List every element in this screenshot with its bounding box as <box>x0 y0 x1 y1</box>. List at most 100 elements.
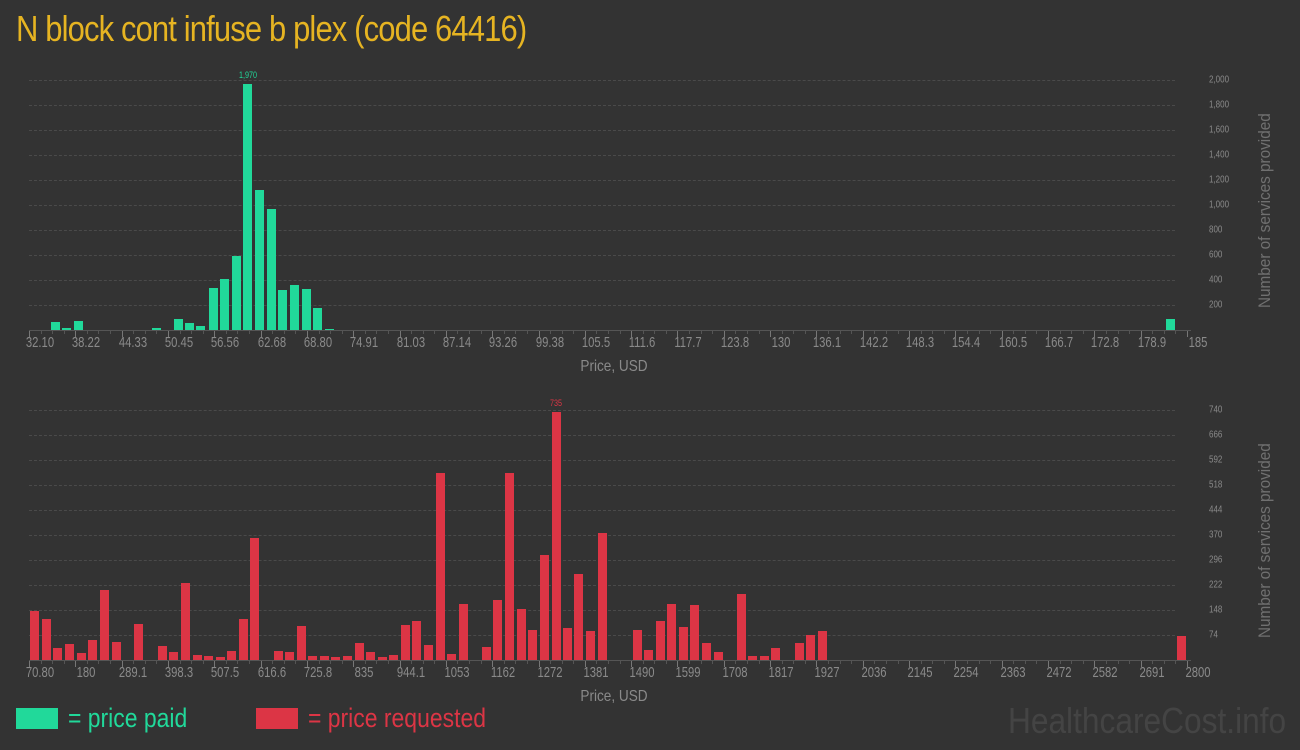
legend: = price paid = price requested <box>16 703 558 734</box>
bar <box>289 285 299 330</box>
x-minor-tick <box>1105 331 1107 334</box>
x-minor-tick <box>874 661 876 664</box>
legend-item-paid: = price paid <box>16 703 208 734</box>
x-minor-tick <box>978 331 980 334</box>
x-minor-tick <box>526 661 528 664</box>
y-tick-label: 148 <box>1209 604 1223 616</box>
bar <box>528 629 538 660</box>
x-tick-label: 99.38 <box>535 334 564 351</box>
x-minor-tick <box>642 661 644 664</box>
x-minor-tick <box>1163 661 1165 664</box>
x-minor-tick <box>469 661 471 664</box>
bar <box>655 621 665 660</box>
x-minor-tick <box>920 661 922 664</box>
legend-label-requested: = price requested <box>308 703 487 733</box>
x-minor-tick <box>330 331 332 334</box>
x-axis-title: Price, USD <box>580 688 648 705</box>
x-tick-label: 70.80 <box>25 664 55 681</box>
x-tick <box>306 661 308 667</box>
x-tick-label: 50.45 <box>164 334 194 351</box>
x-minor-tick <box>98 661 100 664</box>
page-title: N block cont infuse b plex (code 64416) <box>16 8 527 49</box>
y-tick-label: 1,400 <box>1209 149 1230 161</box>
y-tick-label: 296 <box>1209 554 1223 566</box>
x-minor-tick <box>469 331 471 334</box>
x-minor-tick <box>897 661 899 664</box>
price-paid-chart: 200 400 600 800 1,000 1,200 1,400 1,600 1,800 2,0… <box>26 70 1274 375</box>
x-minor-tick <box>272 661 274 664</box>
x-tick <box>260 331 262 337</box>
x-minor-tick <box>851 331 853 334</box>
bar <box>319 655 329 660</box>
y-axis-title: Number of services provided <box>1255 443 1274 638</box>
x-tick <box>909 661 911 667</box>
bar <box>296 626 306 660</box>
bar <box>493 599 503 660</box>
x-tick <box>1048 331 1050 337</box>
bar <box>736 594 746 660</box>
x-tick <box>1001 331 1003 337</box>
y-tick-label: 800 <box>1209 224 1223 236</box>
x-minor-tick <box>387 661 389 664</box>
x-tick-label: 1381 <box>583 664 609 681</box>
bar <box>74 320 84 330</box>
gridline <box>29 460 1175 461</box>
bar <box>204 655 214 660</box>
x-minor-tick <box>86 331 88 334</box>
y-tick-label: 518 <box>1209 479 1223 491</box>
bar <box>41 619 51 660</box>
x-minor-tick <box>40 661 42 664</box>
x-tick <box>29 661 30 667</box>
y-tick-label: 444 <box>1209 504 1223 516</box>
x-minor-tick <box>700 331 702 334</box>
bar <box>254 190 264 330</box>
x-minor-tick <box>1059 661 1061 664</box>
x-tick <box>538 331 540 337</box>
x-tick-label: 136.1 <box>813 334 842 351</box>
bar <box>285 651 295 660</box>
x-tick <box>1048 661 1050 667</box>
bar <box>173 319 183 330</box>
gridline <box>29 80 1175 81</box>
x-minor-tick <box>746 661 748 664</box>
x-tick <box>677 661 679 667</box>
x-minor-tick <box>1082 331 1084 334</box>
x-tick <box>167 331 169 337</box>
bar <box>151 327 161 330</box>
x-tick-label: 38.22 <box>72 334 101 351</box>
y-tick-label: 222 <box>1209 579 1223 591</box>
x-tick-label: 835 <box>354 664 374 681</box>
x-minor-tick <box>550 661 552 664</box>
bar <box>354 643 364 660</box>
x-tick <box>1001 661 1003 667</box>
x-tick <box>584 331 586 337</box>
x-minor-tick <box>1129 331 1131 334</box>
bar <box>551 411 561 660</box>
bar <box>817 630 827 660</box>
x-tick-label: 62.68 <box>257 334 286 351</box>
x-tick <box>816 331 818 337</box>
x-minor-tick <box>52 331 54 334</box>
x-minor-tick <box>63 331 65 334</box>
x-minor-tick <box>249 661 251 664</box>
price-requested-swatch-icon <box>256 708 299 729</box>
x-minor-tick <box>225 661 227 664</box>
x-minor-tick <box>341 661 343 664</box>
x-minor-tick <box>1036 331 1038 334</box>
bar <box>539 554 549 660</box>
x-minor-tick <box>654 331 656 334</box>
bar <box>701 643 711 660</box>
x-minor-tick <box>110 331 112 334</box>
x-minor-tick <box>202 661 204 664</box>
x-tick <box>399 661 401 667</box>
bar <box>389 654 399 660</box>
x-minor-tick <box>758 661 760 664</box>
x-minor-tick <box>515 661 517 664</box>
x-minor-tick <box>1013 661 1015 664</box>
y-tick-label: 400 <box>1209 274 1223 286</box>
bar <box>313 308 323 330</box>
x-minor-tick <box>561 331 563 334</box>
x-tick-label: 2036 <box>861 664 887 681</box>
x-minor-tick <box>746 331 748 334</box>
bar <box>713 651 723 660</box>
